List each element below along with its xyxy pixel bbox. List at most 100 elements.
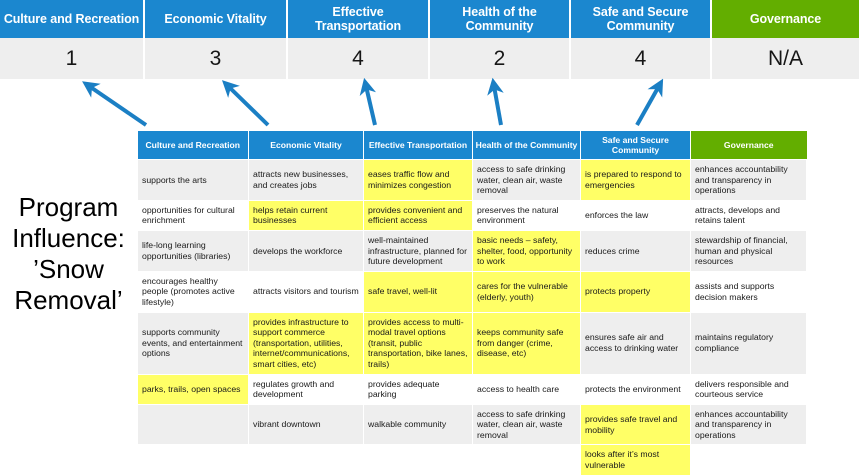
matrix-cell: keeps community safe from danger (crime,… <box>472 311 581 375</box>
matrix-cell: protects the environment <box>580 373 691 405</box>
banner-score-culture-and-recreation: 1 <box>0 38 145 79</box>
priority-banner: Culture and Recreation Economic Vitality… <box>0 0 859 79</box>
arrow-layer <box>82 77 664 127</box>
matrix-table-head: Culture and Recreation Economic Vitality… <box>137 131 807 160</box>
matrix-cell-empty <box>248 444 364 476</box>
program-influence-line-3: ’Snow <box>33 254 104 284</box>
matrix-table-body: supports the arts attracts new businesses… <box>137 159 807 476</box>
matrix-cell: eases traffic flow and minimizes congest… <box>363 159 473 201</box>
matrix-header-governance[interactable]: Governance <box>690 131 807 160</box>
program-influence-line-4: Removal’ <box>14 285 123 315</box>
banner-header-governance[interactable]: Governance <box>712 0 859 38</box>
banner-score-effective-transportation: 4 <box>288 38 430 79</box>
banner-header-label: Economic Vitality <box>164 12 267 26</box>
matrix-row: parks, trails, open spaces regulates grow… <box>137 373 807 405</box>
banner-header-safe-and-secure-community[interactable]: Safe and Secure Community <box>571 0 712 38</box>
banner-score-value: 1 <box>65 46 78 70</box>
program-influence-line-2: Influence: <box>12 223 125 253</box>
matrix-cell: parks, trails, open spaces <box>137 373 249 405</box>
matrix-cell: provides safe travel and mobility <box>580 403 691 446</box>
matrix-cell: provides access to multi-modal travel op… <box>363 311 473 375</box>
matrix-cell-empty <box>137 444 249 476</box>
banner-score-economic-vitality: 3 <box>145 38 288 79</box>
arrow-economic-vitality <box>221 80 270 127</box>
matrix-cell: enforces the law <box>580 199 691 231</box>
matrix-cell: protects property <box>580 270 691 313</box>
matrix-table: Culture and Recreation Economic Vitality… <box>137 131 807 476</box>
matrix-cell: attracts visitors and tourism <box>248 270 364 313</box>
banner-header-culture-and-recreation[interactable]: Culture and Recreation <box>0 0 145 38</box>
matrix-cell-empty <box>363 444 473 476</box>
matrix-row: supports community events, and entertain… <box>137 311 807 375</box>
matrix-cell: opportunities for cultural enrichment <box>137 199 249 231</box>
banner-header-label: Effective Transportation <box>314 5 402 33</box>
arrow-effective-transportation <box>359 77 377 126</box>
matrix-cell: basic needs – safety, shelter, food, opp… <box>472 229 581 272</box>
matrix-header-effective-transportation[interactable]: Effective Transportation <box>363 131 473 160</box>
matrix-cell: well-maintained infrastructure, planned … <box>363 229 473 272</box>
program-influence-label: Program Influence: ’Snow Removal’ <box>2 192 135 316</box>
matrix-cell: attracts new businesses, and creates job… <box>248 159 364 201</box>
matrix-cell: access to health care <box>472 373 581 405</box>
matrix-cell-empty <box>137 403 249 446</box>
matrix-cell: attracts, develops and retains talent <box>690 199 807 231</box>
matrix-row: looks after it’s most vulnerable <box>137 444 807 476</box>
banner-header-effective-transportation[interactable]: Effective Transportation <box>288 0 430 38</box>
banner-header-health-of-the-community[interactable]: Health of the Community <box>430 0 571 38</box>
matrix-row: life-long learning opportunities (librar… <box>137 229 807 272</box>
matrix-header-culture-and-recreation[interactable]: Culture and Recreation <box>137 131 249 160</box>
banner-score-value: 2 <box>493 46 506 70</box>
matrix-header-row: Culture and Recreation Economic Vitality… <box>137 131 807 160</box>
banner-header-economic-vitality[interactable]: Economic Vitality <box>145 0 288 38</box>
matrix-cell: access to safe drinking water, clean air… <box>472 403 581 446</box>
matrix-header-economic-vitality[interactable]: Economic Vitality <box>248 131 364 160</box>
program-influence-line-1: Program <box>18 192 119 222</box>
matrix-cell: supports the arts <box>137 159 249 201</box>
banner-score-health-of-the-community: 2 <box>430 38 571 79</box>
banner-header-label: Culture and Recreation <box>3 12 140 26</box>
banner-score-value: 4 <box>634 46 647 70</box>
matrix-cell: provides convenient and efficient access <box>363 199 473 231</box>
matrix-cell: supports community events, and entertain… <box>137 311 249 375</box>
matrix-cell: enhances accountability and transparency… <box>690 159 807 201</box>
banner-score-value: 3 <box>209 46 222 70</box>
matrix-cell: reduces crime <box>580 229 691 272</box>
matrix-cell: is prepared to respond to emergencies <box>580 159 691 201</box>
matrix-cell: safe travel, well-lit <box>363 270 473 313</box>
matrix-cell: ensures safe air and access to drinking … <box>580 311 691 375</box>
matrix-cell-empty <box>472 444 581 476</box>
arrow-safe-and-secure-community <box>635 78 664 126</box>
banner-header-label: Governance <box>749 12 822 26</box>
matrix-cell: cares for the vulnerable (elderly, youth… <box>472 270 581 313</box>
matrix-header-safe-and-secure-community[interactable]: Safe and Secure Community <box>580 131 691 160</box>
matrix-cell: stewardship of financial, human and phys… <box>690 229 807 272</box>
banner-header-label: Safe and Secure Community <box>592 5 689 33</box>
banner-score-safe-and-secure-community: 4 <box>571 38 712 79</box>
matrix-cell: vibrant downtown <box>248 403 364 446</box>
matrix-cell: develops the workforce <box>248 229 364 272</box>
banner-score-value: N/A <box>767 46 803 70</box>
matrix-row: encourages healthy people (promotes acti… <box>137 270 807 313</box>
matrix-cell: maintains regulatory compliance <box>690 311 807 375</box>
matrix-cell: access to safe drinking water, clean air… <box>472 159 581 201</box>
matrix-cell: encourages healthy people (promotes acti… <box>137 270 249 313</box>
matrix-cell: preserves the natural environment <box>472 199 581 231</box>
matrix-cell: assists and supports decision makers <box>690 270 807 313</box>
matrix-row: opportunities for cultural enrichment hel… <box>137 199 807 231</box>
matrix-header-health-of-the-community[interactable]: Health of the Community <box>472 131 581 160</box>
arrow-culture-and-recreation <box>82 81 148 127</box>
arrow-health-of-the-community <box>487 77 504 126</box>
banner-score-governance: N/A <box>712 38 859 79</box>
matrix-row: supports the arts attracts new businesses… <box>137 159 807 201</box>
matrix-cell: provides adequate parking <box>363 373 473 405</box>
program-influence-matrix: Culture and Recreation Economic Vitality… <box>137 131 807 476</box>
matrix-cell-empty <box>690 444 807 476</box>
matrix-cell: regulates growth and development <box>248 373 364 405</box>
matrix-cell: life-long learning opportunities (librar… <box>137 229 249 272</box>
matrix-cell: enhances accountability and transparency… <box>690 403 807 446</box>
matrix-cell: provides infrastructure to support comme… <box>248 311 364 375</box>
banner-score-value: 4 <box>352 46 364 70</box>
matrix-cell: walkable community <box>363 403 473 446</box>
matrix-cell: helps retain current businesses <box>248 199 364 231</box>
banner-header-label: Health of the Community <box>462 5 537 33</box>
